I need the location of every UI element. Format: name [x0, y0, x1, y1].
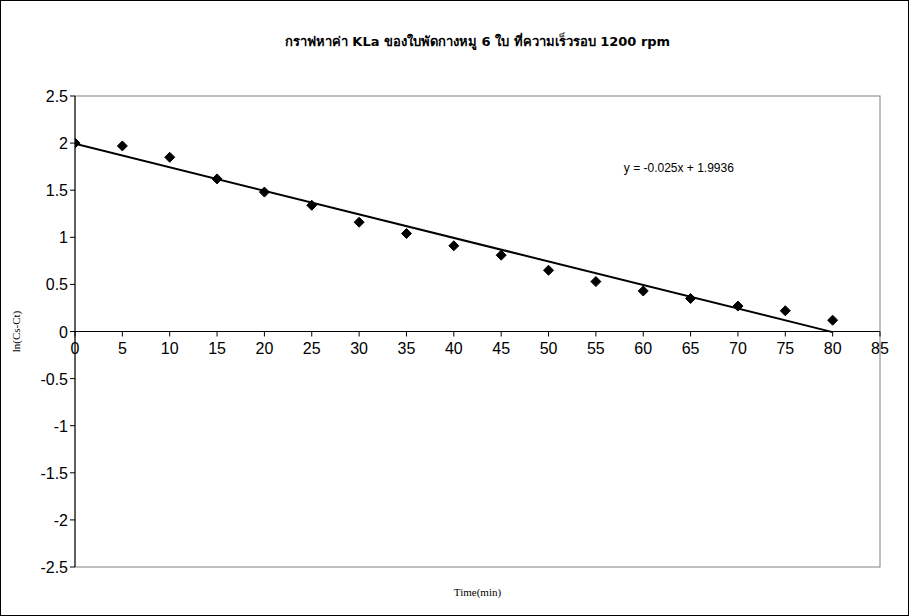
x-tick-label: 75	[776, 340, 794, 357]
chart: กราฟหาค่า KLa ของใบพัดกางหมู 6 ใบ ที่ควา…	[0, 0, 909, 616]
y-tick-label: -1.5	[40, 465, 68, 482]
x-tick	[690, 332, 691, 337]
y-tick-label: -1	[54, 418, 68, 435]
y-tick-label: -2	[54, 512, 68, 529]
data-point	[117, 141, 127, 151]
data-point	[259, 187, 269, 197]
y-tick-label: 1	[59, 229, 68, 246]
plot-frame	[75, 96, 880, 567]
x-tick-label: 45	[492, 340, 510, 357]
x-axis	[75, 331, 880, 332]
y-tick	[70, 190, 75, 191]
x-tick-label: 10	[161, 340, 179, 357]
x-tick-label: 40	[445, 340, 463, 357]
x-tick	[453, 332, 454, 337]
y-tick-label: 1.5	[46, 182, 68, 199]
y-tick-label: 2	[59, 135, 68, 152]
x-tick-label: 70	[729, 340, 747, 357]
data-point	[828, 315, 838, 325]
x-tick	[217, 332, 218, 337]
y-axis	[75, 96, 76, 567]
x-tick	[595, 332, 596, 337]
x-tick-label: 80	[824, 340, 842, 357]
trendline	[75, 144, 833, 332]
chart-title: กราฟหาค่า KLa ของใบพัดกางหมู 6 ใบ ที่ควา…	[285, 32, 670, 50]
chart-border	[1, 1, 909, 616]
y-tick	[70, 425, 75, 426]
data-point	[544, 265, 554, 275]
x-tick	[169, 332, 170, 337]
data-point	[591, 277, 601, 287]
y-tick-label: 0	[59, 324, 68, 341]
data-point	[496, 250, 506, 260]
x-tick-label: 50	[540, 340, 558, 357]
x-tick	[311, 332, 312, 337]
x-tick-label: 35	[398, 340, 416, 357]
x-tick-label: 60	[634, 340, 652, 357]
x-tick	[880, 332, 881, 337]
y-axis-title: ln(Cs-Ct)	[10, 310, 23, 352]
data-point	[780, 306, 790, 316]
x-axis-title: Time(min)	[454, 586, 502, 599]
data-point	[212, 174, 222, 184]
y-tick-label: 2.5	[46, 88, 68, 105]
data-point	[307, 200, 317, 210]
data-point	[733, 301, 743, 311]
plot-marks	[75, 138, 838, 332]
x-tick-label: 25	[303, 340, 321, 357]
data-point	[686, 294, 696, 304]
x-tick-label: 85	[871, 340, 889, 357]
x-tick-label: 5	[118, 340, 127, 357]
y-tick	[70, 472, 75, 473]
y-tick	[70, 143, 75, 144]
x-tick-label: 65	[682, 340, 700, 357]
y-tick-label: -2.5	[40, 559, 68, 576]
x-tick-label: 20	[256, 340, 274, 357]
data-point	[401, 229, 411, 239]
x-tick-label: 15	[208, 340, 226, 357]
x-tick	[264, 332, 265, 337]
y-tick	[70, 96, 75, 97]
x-tick	[122, 332, 123, 337]
data-point	[165, 152, 175, 162]
x-tick	[643, 332, 644, 337]
x-tick-label: 0	[71, 340, 80, 357]
x-tick-label: 55	[587, 340, 605, 357]
x-tick	[359, 332, 360, 337]
y-tick	[70, 519, 75, 520]
y-tick	[70, 331, 75, 332]
data-point	[638, 286, 648, 296]
y-tick	[70, 378, 75, 379]
y-tick	[70, 567, 75, 568]
y-tick-label: -0.5	[40, 371, 68, 388]
data-point	[75, 138, 80, 148]
x-tick	[75, 332, 76, 337]
y-tick	[70, 284, 75, 285]
x-tick	[406, 332, 407, 337]
data-point	[354, 217, 364, 227]
x-tick	[737, 332, 738, 337]
data-point	[449, 241, 459, 251]
x-tick	[548, 332, 549, 337]
y-tick	[70, 237, 75, 238]
x-tick	[785, 332, 786, 337]
trendline-equation: y = -0.025x + 1.9936	[624, 161, 734, 175]
y-tick-label: 0.5	[46, 276, 68, 293]
x-tick	[501, 332, 502, 337]
x-tick-label: 30	[350, 340, 368, 357]
